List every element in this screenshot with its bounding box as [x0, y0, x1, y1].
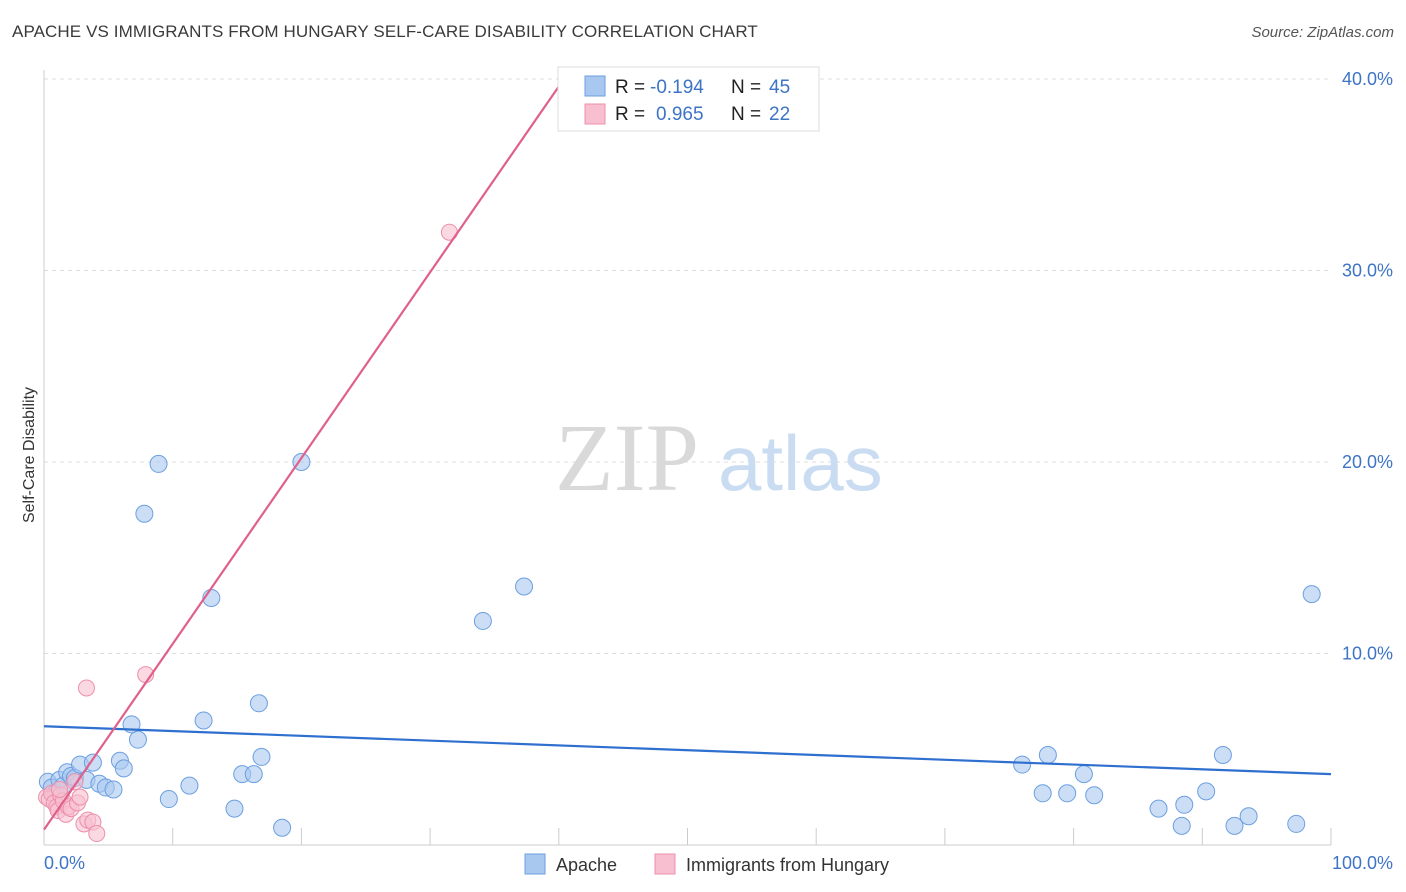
- apache-point-46: [1287, 814, 1306, 833]
- apache-point-13: [104, 780, 123, 799]
- apache-point-24: [225, 799, 244, 818]
- trend-layer: [43, 78, 1332, 831]
- apache-point-18: [135, 504, 154, 523]
- y-tick-label-40: 40.0%: [1342, 69, 1393, 89]
- legend-r-value-1: -0.194: [650, 77, 704, 98]
- points-layer: [38, 223, 1321, 843]
- apache-point-47: [1302, 585, 1321, 604]
- apache-point-40: [1172, 816, 1191, 835]
- legend-n-value-2: 22: [769, 104, 790, 125]
- apache-point-28: [252, 747, 271, 766]
- apache-point-32: [515, 577, 534, 596]
- y-tick-label-10: 10.0%: [1342, 644, 1393, 664]
- apache-point-41: [1175, 795, 1194, 814]
- hungary-point-18: [77, 679, 95, 697]
- legend-n-label-2: N =: [731, 104, 761, 125]
- x-tick-label-100: 100.0%: [1332, 853, 1393, 873]
- apache-point-43: [1213, 745, 1232, 764]
- correlation-legend: R = -0.194 N = 45 R = 0.965 N = 22: [557, 66, 820, 132]
- apache-point-42: [1197, 782, 1216, 801]
- legend-swatch-hungary: [584, 103, 606, 125]
- apache-point-44: [1225, 816, 1244, 835]
- y-tick-label-30: 30.0%: [1342, 261, 1393, 281]
- apache-point-33: [1013, 755, 1032, 774]
- apache-point-30: [292, 453, 311, 471]
- x-tick-label-0: 0.0%: [44, 853, 85, 873]
- bottom-legend-apache: Apache: [556, 855, 617, 875]
- legend-r-value-2: 0.965: [656, 104, 704, 125]
- apache-point-38: [1085, 786, 1104, 805]
- hungary-trend-line: [43, 78, 565, 831]
- grid-layer: [44, 78, 1331, 654]
- apache-point-17: [128, 730, 147, 749]
- watermark-zip: ZIP: [555, 404, 699, 511]
- apache-point-29: [273, 818, 292, 837]
- y-tick-label-20: 20.0%: [1342, 452, 1393, 472]
- apache-point-39: [1149, 799, 1168, 818]
- legend-n-value-1: 45: [769, 77, 790, 98]
- bottom-legend-hungary: Immigrants from Hungary: [686, 855, 889, 875]
- apache-point-15: [114, 759, 133, 778]
- ticks-layer: 10.0% 20.0% 30.0% 40.0% 0.0% 100.0%: [44, 69, 1393, 873]
- apache-point-20: [159, 790, 178, 809]
- watermark: ZIP atlas: [555, 404, 883, 511]
- watermark-atlas: atlas: [718, 419, 883, 507]
- apache-point-21: [180, 776, 199, 795]
- y-axis-label: Self-Care Disability: [21, 387, 38, 523]
- legend-r-label-2: R =: [615, 104, 645, 125]
- apache-point-27: [249, 694, 268, 713]
- apache-point-45: [1239, 807, 1258, 826]
- legend-swatch-apache: [584, 75, 606, 97]
- chart-title: APACHE VS IMMIGRANTS FROM HUNGARY SELF-C…: [12, 22, 758, 41]
- apache-point-26: [244, 765, 263, 784]
- hungary-point-13: [71, 788, 89, 806]
- apache-point-37: [1074, 765, 1093, 784]
- apache-point-35: [1038, 745, 1057, 764]
- apache-point-31: [473, 611, 492, 630]
- apache-point-36: [1058, 784, 1077, 803]
- apache-trend-line: [43, 725, 1332, 776]
- legend-r-label-1: R =: [615, 77, 645, 98]
- series-legend: Apache Immigrants from Hungary: [524, 853, 889, 875]
- legend-n-label-1: N =: [731, 77, 761, 98]
- apache-point-34: [1033, 784, 1052, 803]
- hungary-point-17: [88, 825, 106, 843]
- bottom-legend-swatch-hungary: [654, 853, 676, 875]
- axes-layer: [43, 70, 1332, 846]
- apache-point-19: [149, 454, 168, 473]
- bottom-legend-swatch-apache: [524, 853, 546, 875]
- apache-point-22: [194, 711, 213, 730]
- chart-source: Source: ZipAtlas.com: [1251, 24, 1394, 41]
- hungary-point-21: [50, 780, 68, 798]
